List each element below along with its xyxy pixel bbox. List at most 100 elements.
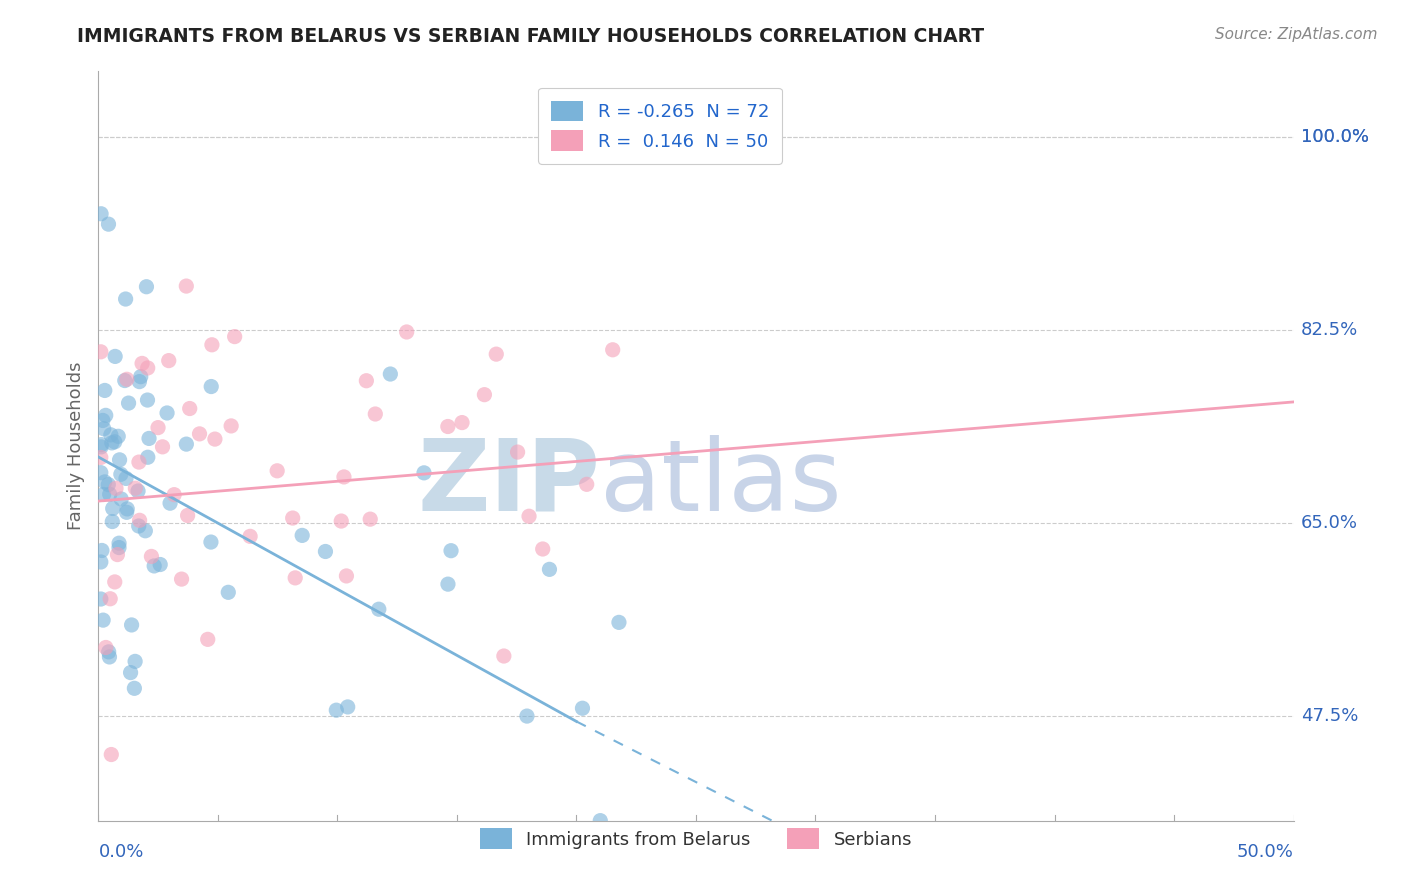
Point <box>179 401 201 416</box>
Point <box>516 709 538 723</box>
Point <box>204 432 226 446</box>
Point <box>188 426 211 441</box>
Point <box>200 535 222 549</box>
Point <box>200 379 222 393</box>
Point <box>90 466 112 480</box>
Point <box>364 407 387 421</box>
Point <box>157 353 180 368</box>
Point <box>90 437 112 451</box>
Text: 82.5%: 82.5% <box>1301 321 1358 339</box>
Point <box>97 217 120 231</box>
Point <box>531 541 554 556</box>
Point <box>143 558 166 573</box>
Point <box>135 279 157 293</box>
Point <box>94 640 117 655</box>
Point <box>314 544 336 558</box>
Point <box>333 470 356 484</box>
Point <box>104 350 127 364</box>
Point <box>128 513 150 527</box>
Point <box>474 387 496 401</box>
Text: ZIP: ZIP <box>418 435 600 532</box>
Point <box>602 343 624 357</box>
Point <box>152 440 174 454</box>
Point <box>91 413 114 427</box>
Point <box>110 467 132 482</box>
Point <box>90 543 112 558</box>
Text: 100.0%: 100.0% <box>1301 128 1368 146</box>
Point <box>359 512 381 526</box>
Point <box>367 602 389 616</box>
Point <box>485 347 508 361</box>
Point <box>93 422 115 436</box>
Text: 0.0%: 0.0% <box>98 843 143 861</box>
Text: 47.5%: 47.5% <box>1301 707 1358 725</box>
Point <box>104 574 127 589</box>
Y-axis label: Family Households: Family Households <box>66 362 84 530</box>
Point <box>224 329 246 343</box>
Point <box>284 571 307 585</box>
Point <box>176 279 198 293</box>
Point <box>136 450 159 465</box>
Point <box>159 496 181 510</box>
Point <box>98 649 121 664</box>
Point <box>219 418 242 433</box>
Text: Source: ZipAtlas.com: Source: ZipAtlas.com <box>1215 27 1378 42</box>
Point <box>98 487 121 501</box>
Point <box>335 569 357 583</box>
Text: 50.0%: 50.0% <box>1237 843 1294 861</box>
Point <box>97 477 120 491</box>
Point <box>115 505 138 519</box>
Point <box>395 325 418 339</box>
Point <box>156 406 179 420</box>
Point <box>114 374 136 388</box>
Point <box>607 615 630 630</box>
Point <box>437 419 460 434</box>
Point <box>217 585 239 599</box>
Point <box>176 508 198 523</box>
Point <box>440 543 463 558</box>
Point <box>163 488 186 502</box>
Point <box>94 409 117 423</box>
Point <box>120 665 142 680</box>
Text: 65.0%: 65.0% <box>1301 514 1358 533</box>
Point <box>517 509 540 524</box>
Point <box>131 356 153 370</box>
Point <box>356 374 378 388</box>
Point <box>281 511 304 525</box>
Point <box>129 369 152 384</box>
Point <box>170 572 193 586</box>
Point <box>506 445 529 459</box>
Legend: Immigrants from Belarus, Serbians: Immigrants from Belarus, Serbians <box>472 822 920 856</box>
Point <box>336 700 359 714</box>
Point <box>291 528 314 542</box>
Point <box>380 367 402 381</box>
Point <box>90 207 112 221</box>
Point <box>239 529 262 543</box>
Point <box>97 645 120 659</box>
Point <box>413 466 436 480</box>
Point <box>121 618 143 632</box>
Point <box>114 292 136 306</box>
Point <box>91 613 114 627</box>
Point <box>176 437 198 451</box>
Point <box>437 577 460 591</box>
Point <box>124 681 146 696</box>
Point <box>101 515 124 529</box>
Point <box>124 481 146 495</box>
Text: 100.0%: 100.0% <box>1301 128 1368 146</box>
Point <box>108 541 131 555</box>
Point <box>138 432 160 446</box>
Point <box>197 632 219 647</box>
Point <box>115 471 138 485</box>
Point <box>266 464 288 478</box>
Point <box>127 483 149 498</box>
Point <box>134 524 156 538</box>
Point <box>107 429 129 443</box>
Point <box>115 502 138 516</box>
Point <box>128 375 150 389</box>
Point <box>90 555 112 569</box>
Point <box>115 372 138 386</box>
Point <box>492 648 515 663</box>
Point <box>108 453 131 467</box>
Point <box>575 477 598 491</box>
